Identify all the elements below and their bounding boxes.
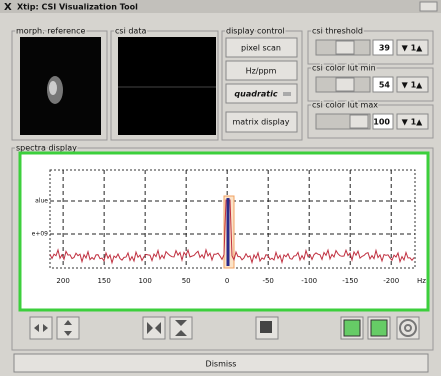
value-text: 100 [373, 118, 390, 127]
display-label: display control [226, 27, 285, 36]
matrix-text: matrix display [232, 118, 289, 127]
slider-label: csi color lut max [312, 101, 378, 110]
page: X Xtip: CSI Visualization Tool morph. re… [0, 0, 441, 376]
spinner-text: ▼ 1▲ [402, 44, 424, 53]
window: X Xtip: CSI Visualization Tool morph. re… [0, 0, 441, 376]
menu-indicator [283, 92, 291, 96]
slider-thumb[interactable] [336, 78, 354, 91]
spinner-text: ▼ 1▲ [402, 81, 424, 90]
x-tick-label: 100 [138, 277, 151, 285]
quadratic-text: quadratic [234, 90, 277, 99]
spinner-text: ▼ 1▲ [402, 118, 424, 127]
h-shift-button[interactable] [143, 317, 165, 339]
y-label: alue [35, 198, 48, 205]
x-unit: Hz [417, 277, 426, 285]
slider-thumb[interactable] [350, 115, 368, 128]
slider-label: csi color lut min [312, 64, 376, 73]
window-controls[interactable] [420, 2, 437, 11]
hz-ppm-text: Hz/ppm [246, 67, 277, 76]
spectra-label: spectra display [16, 144, 77, 153]
y-label: e+09 [32, 231, 49, 238]
icon [344, 320, 360, 336]
x-tick-label: 0 [225, 277, 229, 285]
h-zoom-button[interactable] [30, 317, 52, 339]
x-tick-label: 50 [182, 277, 191, 285]
slider-thumb[interactable] [336, 41, 354, 54]
morph-label: morph. reference [16, 27, 85, 36]
morph-blob-core [49, 81, 57, 95]
icon [371, 320, 387, 336]
window-title: Xtip: CSI Visualization Tool [17, 3, 138, 12]
dismiss-text: Dismiss [206, 360, 237, 369]
x-tick-label: -200 [383, 277, 399, 285]
csi-label: csi data [115, 27, 146, 36]
x-tick-label: -50 [262, 277, 273, 285]
csi-image [118, 37, 216, 135]
x-tick-label: -100 [301, 277, 317, 285]
icon [260, 321, 272, 333]
slider-label: csi threshold [312, 27, 363, 36]
value-text: 39 [379, 44, 391, 53]
app-icon: X [4, 2, 12, 13]
x-tick-label: -150 [342, 277, 358, 285]
value-text: 54 [379, 81, 391, 90]
x-tick-label: 200 [56, 277, 69, 285]
x-tick-label: 150 [97, 277, 110, 285]
pixel-scan-text: pixel scan [241, 44, 281, 53]
